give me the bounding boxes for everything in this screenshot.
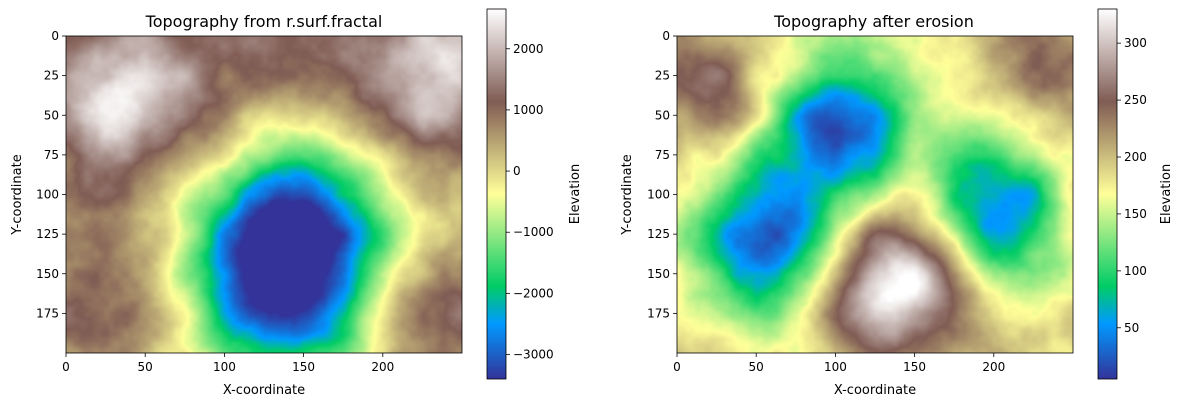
y-tick-label: 50 [655,108,670,122]
x-tick-label: 200 [371,360,394,374]
panel-right: Topography after erosion 0 50 100 150 200 0 2… [620,8,1174,398]
y-tick-label: 0 [51,29,59,43]
y-tick-label: 25 [44,69,59,83]
y-tick-label: 175 [647,306,670,320]
colorbar-gradient-left [486,8,507,380]
y-tick-label: 125 [36,227,59,241]
y-tick-label: 100 [36,188,59,202]
colorbar-ticks-right: 300 250 200 150 100 50 [1117,36,1147,335]
heatmap-left [65,35,463,354]
x-tick-label: 150 [292,360,315,374]
x-tick-label: 50 [138,360,153,374]
y-axis-left: 0 25 50 75 100 125 150 175 [36,29,66,320]
y-tick-label: 175 [36,306,59,320]
colorbar-tick-label: −1000 [513,225,554,239]
x-tick-label: 0 [673,360,681,374]
colorbar-label-right: Elevation [1159,164,1174,224]
chart-title-right: Topography after erosion [773,12,974,31]
colorbar-tick-label: 100 [1124,264,1147,278]
y-tick-label: 100 [647,188,670,202]
y-tick-label: 75 [44,148,59,162]
colorbar-tick-label: 150 [1124,207,1147,221]
colorbar-tick-label: 250 [1124,93,1147,107]
x-axis-left: 0 50 100 150 200 [62,353,394,374]
colorbar-tick-label: 200 [1124,150,1147,164]
y-tick-label: 75 [655,148,670,162]
colorbar-tick-label: 2000 [513,42,544,56]
colorbar-tick-label: 300 [1124,36,1147,50]
y-tick-label: 0 [662,29,670,43]
y-axis-label-right: Y-coordinate [620,154,635,235]
x-tick-label: 200 [982,360,1005,374]
colorbar-right: 300 250 200 150 100 50 Elevation [1097,8,1174,380]
x-axis-right: 0 50 100 150 200 [673,353,1005,374]
y-tick-label: 50 [44,108,59,122]
x-axis-label-right: X-coordinate [834,383,916,398]
colorbar-tick-label: 1000 [513,103,544,117]
x-tick-label: 0 [62,360,70,374]
x-tick-label: 100 [213,360,236,374]
colorbar-gradient-right [1097,8,1118,380]
colorbar-tick-label: 50 [1124,321,1139,335]
colorbar-label-left: Elevation [568,164,583,224]
y-axis-right: 0 25 50 75 100 125 150 175 [647,29,677,320]
colorbar-left: 2000 1000 0 −1000 −2000 −3000 Elevation [486,8,583,380]
x-tick-label: 100 [824,360,847,374]
y-axis-label-left: Y-coordinate [10,154,25,235]
heatmap-image-right [677,36,1073,353]
panel-left: Topography from r.surf.fractal 0 50 100 150… [10,8,583,398]
y-tick-label: 150 [36,267,59,281]
x-tick-label: 50 [749,360,764,374]
colorbar-tick-label: 0 [513,164,521,178]
x-tick-label: 150 [903,360,926,374]
heatmap-right [676,35,1074,354]
colorbar-tick-label: −3000 [513,348,554,362]
chart-title-left: Topography from r.surf.fractal [145,12,383,31]
heatmap-image-left [66,36,462,353]
x-axis-label-left: X-coordinate [223,383,305,398]
y-tick-label: 150 [647,267,670,281]
colorbar-tick-label: −2000 [513,286,554,300]
y-tick-label: 25 [655,69,670,83]
colorbar-ticks-left: 2000 1000 0 −1000 −2000 −3000 [506,42,554,362]
y-tick-label: 125 [647,227,670,241]
